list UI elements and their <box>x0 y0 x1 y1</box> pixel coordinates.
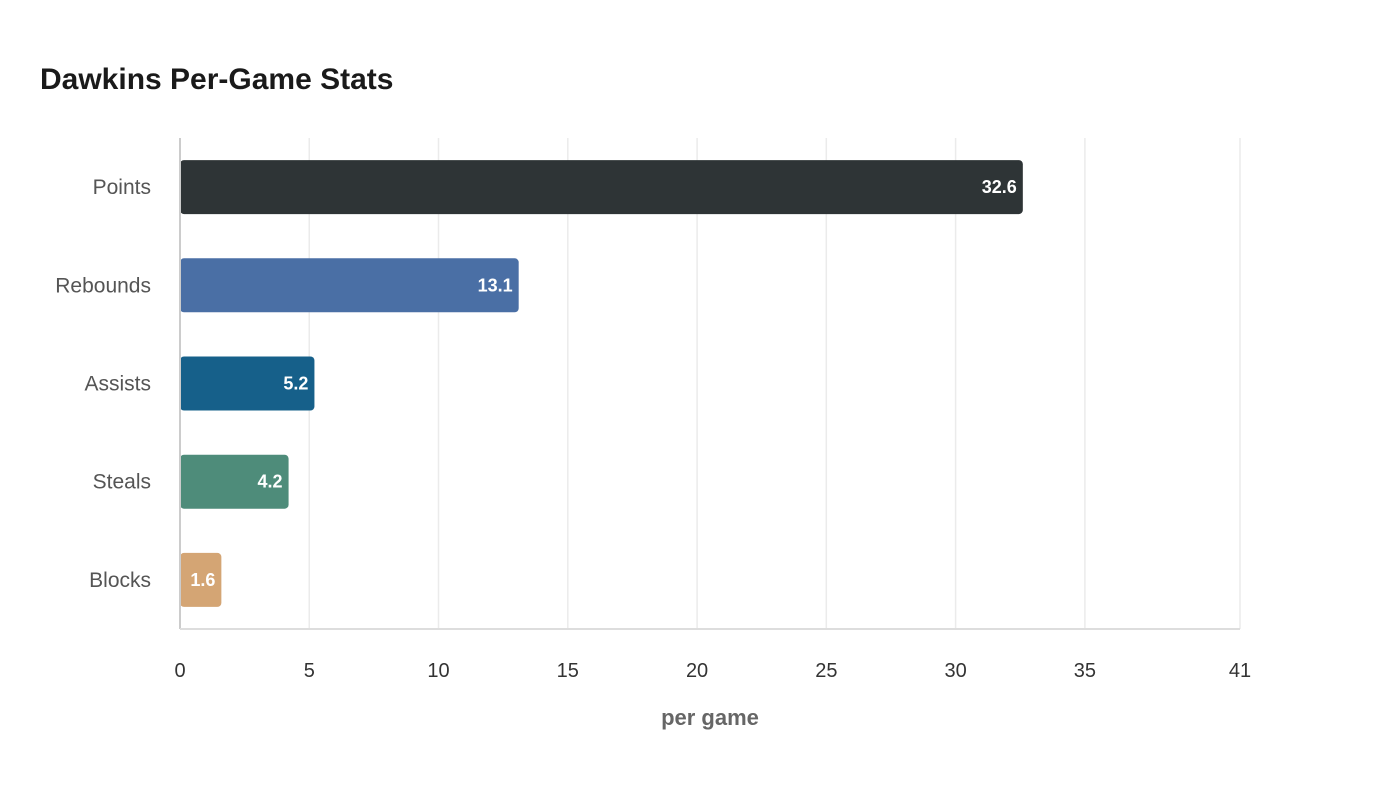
labels: 0 5 10 15 20 25 30 35 41 Points 32.6 Rebounds 13.1 As… <box>55 176 1251 682</box>
data-label: 32.6 <box>982 177 1017 197</box>
bar-points <box>180 160 1023 215</box>
x-tick-label: 35 <box>1074 660 1096 682</box>
axes <box>179 138 1240 630</box>
bar-steals <box>180 454 289 509</box>
bar-blocks <box>180 552 222 607</box>
category-label: Assists <box>84 373 151 396</box>
data-label: 4.2 <box>258 472 283 492</box>
x-tick-label: 30 <box>944 660 966 682</box>
x-tick-label: 10 <box>427 660 449 682</box>
x-tick-label: 15 <box>557 660 579 682</box>
data-label: 1.6 <box>190 570 215 590</box>
data-label: 5.2 <box>283 374 308 394</box>
bar-assists <box>180 356 315 411</box>
gridlines <box>308 138 1241 629</box>
category-label: Steals <box>93 471 151 494</box>
x-tick-label: 25 <box>815 660 837 682</box>
x-tick-label: 41 <box>1229 660 1251 682</box>
category-label: Rebounds <box>55 274 151 297</box>
x-tick-label: 0 <box>174 660 185 682</box>
bars <box>180 160 1023 607</box>
category-label: Blocks <box>89 569 151 592</box>
category-label: Points <box>93 176 151 199</box>
chart-title: Dawkins Per-Game Stats <box>40 63 394 96</box>
x-axis-title: per game <box>661 705 759 730</box>
x-tick-label: 5 <box>304 660 315 682</box>
data-label: 13.1 <box>478 275 513 295</box>
bar-rebounds <box>180 258 519 313</box>
x-tick-label: 20 <box>686 660 708 682</box>
